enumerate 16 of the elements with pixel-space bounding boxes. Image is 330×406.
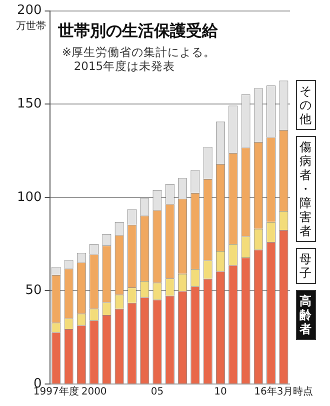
x-tick-label: 05 <box>150 386 164 398</box>
text: ※厚生労働省の集計による。 2015年度は未発表 <box>62 44 216 73</box>
x-tick-label: 2000 <box>81 386 107 398</box>
x-tick-label: 16年3月時点 <box>254 386 314 398</box>
y-tick-label: 100 <box>16 190 42 205</box>
series-label: 高齢者 <box>298 294 313 336</box>
series-label: 傷病者・障害者 <box>298 140 313 238</box>
y-axis-title: 万世帯 <box>14 20 46 33</box>
x-tick-label: 10 <box>214 386 227 398</box>
x-tick-label: 1997年度 <box>33 386 79 398</box>
y-tick-label: 50 <box>25 283 42 298</box>
y-tick-label: 200 <box>16 3 42 18</box>
text: 世帯別の生活保護受給 <box>58 20 218 42</box>
text: 母子 <box>298 252 313 280</box>
series-label: その他 <box>298 84 313 126</box>
y-tick-label: 150 <box>16 96 42 112</box>
